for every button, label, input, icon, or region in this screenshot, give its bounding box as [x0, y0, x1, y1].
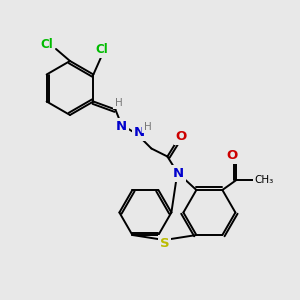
Text: O: O — [176, 130, 187, 143]
Text: N: N — [173, 167, 184, 180]
Text: H: H — [143, 122, 151, 131]
Text: H: H — [115, 98, 122, 107]
Text: Cl: Cl — [95, 43, 108, 56]
Text: N: N — [134, 126, 145, 139]
Text: CH₃: CH₃ — [255, 175, 274, 185]
Text: N: N — [116, 120, 127, 133]
Text: S: S — [160, 236, 169, 250]
Text: O: O — [227, 149, 238, 163]
Text: Cl: Cl — [40, 38, 53, 50]
